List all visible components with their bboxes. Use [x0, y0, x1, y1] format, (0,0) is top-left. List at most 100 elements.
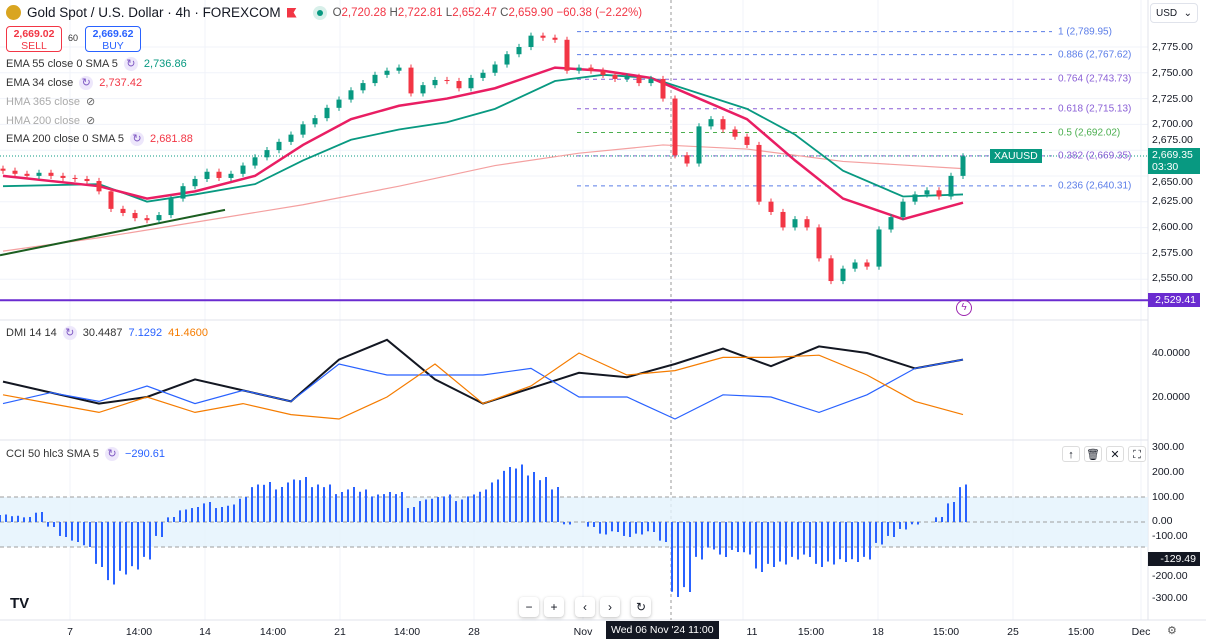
- time-axis-label: 14:00: [259, 626, 287, 638]
- candle: [948, 175, 954, 197]
- sync-icon[interactable]: ↻: [123, 57, 138, 71]
- fib-level-label: 0.886 (2,767.62): [1058, 49, 1132, 61]
- candle: [552, 37, 558, 40]
- symbol-title[interactable]: Gold Spot / U.S. Dollar · 4h · FOREXCOM: [27, 5, 281, 20]
- candle: [564, 39, 570, 71]
- candle: [192, 178, 198, 187]
- candle: [888, 217, 894, 230]
- legend-dmi[interactable]: DMI 14 14 ↻ 30.4487 7.1292 41.4600: [6, 326, 208, 340]
- market-status-icon: [312, 5, 327, 20]
- currency-select[interactable]: USD ⌄: [1150, 3, 1198, 23]
- candle: [660, 78, 666, 99]
- price-axis-label: 2,575.00: [1152, 246, 1193, 259]
- candle: [132, 212, 138, 219]
- candle: [420, 85, 426, 94]
- flag-icon[interactable]: [286, 7, 297, 18]
- time-axis-label: 28: [468, 626, 480, 638]
- sync-icon[interactable]: ↻: [130, 132, 145, 146]
- alert-icon[interactable]: ϟ: [956, 300, 972, 316]
- candle: [72, 177, 78, 179]
- gold-logo-icon: [6, 5, 21, 20]
- candle: [912, 194, 918, 202]
- cci-axis-label: 300.00: [1152, 441, 1185, 453]
- sell-button[interactable]: 2,669.02 SELL: [6, 26, 62, 52]
- maximize-icon[interactable]: ⛶: [1128, 446, 1146, 462]
- legend-ema55[interactable]: EMA 55 close 0 SMA 5 ↻ 2,736.86: [6, 57, 187, 71]
- horizontal-line-tag: 2,529.41: [1148, 293, 1200, 307]
- candle: [960, 156, 966, 176]
- price-axis-label: 2,725.00: [1152, 92, 1193, 105]
- sync-icon[interactable]: ↻: [104, 447, 119, 461]
- cci-axis-label: -200.00: [1152, 570, 1188, 582]
- hidden-eye-icon[interactable]: ⊘: [85, 115, 96, 127]
- price-axis-label: 2,650.00: [1152, 176, 1193, 188]
- candle: [744, 136, 750, 145]
- cci-axis-label: 200.00: [1152, 466, 1185, 478]
- candle: [144, 218, 150, 221]
- time-axis-label: 11: [746, 626, 758, 638]
- candle: [84, 178, 90, 182]
- candle: [612, 74, 618, 79]
- delete-icon[interactable]: 🗑: [1084, 446, 1102, 462]
- time-axis-label: 15:00: [1067, 626, 1095, 638]
- candle: [12, 170, 18, 174]
- cci-axis-label: -300.00: [1152, 592, 1188, 604]
- candle: [168, 198, 174, 216]
- settings-icon[interactable]: ⚙: [1167, 625, 1177, 637]
- candle: [540, 35, 546, 38]
- candle: [648, 78, 654, 84]
- candle: [528, 35, 534, 47]
- legend-ema200[interactable]: EMA 200 close 0 SMA 5 ↻ 2,681.88: [6, 132, 193, 146]
- ema200-line: [2, 144, 964, 252]
- scroll-left-button[interactable]: ‹: [575, 597, 595, 617]
- cci-current-tag: -129.49: [1148, 552, 1200, 566]
- time-axis-label: 15:00: [932, 626, 960, 638]
- move-up-icon[interactable]: ↑: [1062, 446, 1080, 462]
- zoom-in-button[interactable]: +: [544, 597, 564, 617]
- price-axis-label: 2,600.00: [1152, 221, 1193, 233]
- legend-ema34[interactable]: EMA 34 close ↻ 2,737.42: [6, 76, 143, 90]
- zoom-out-button[interactable]: −: [519, 597, 539, 617]
- reset-chart-button[interactable]: ↻: [631, 597, 651, 617]
- fib-level-label: 0.618 (2,715.13): [1058, 103, 1132, 115]
- buy-button[interactable]: 2,669.62 BUY: [85, 26, 141, 52]
- legend-hma365[interactable]: HMA 365 close ⊘: [6, 95, 96, 109]
- candle: [228, 173, 234, 178]
- candle: [732, 129, 738, 137]
- candle: [324, 107, 330, 119]
- candle: [804, 219, 810, 228]
- candle: [156, 215, 162, 221]
- ema55-line: [2, 73, 964, 203]
- candle: [708, 119, 714, 127]
- candle: [60, 175, 66, 178]
- hidden-eye-icon[interactable]: ⊘: [85, 96, 96, 108]
- candle: [852, 262, 858, 269]
- legend-hma200[interactable]: HMA 200 close ⊘: [6, 114, 96, 128]
- candle: [408, 67, 414, 94]
- candle: [216, 171, 222, 178]
- fib-level-label: 0.236 (2,640.31): [1058, 180, 1132, 192]
- candle: [24, 173, 30, 176]
- candle: [396, 67, 402, 71]
- legend-cci[interactable]: CCI 50 hlc3 SMA 5 ↻ −290.61: [6, 447, 166, 461]
- price-axis-label: 2,675.00: [1152, 134, 1193, 146]
- candle: [384, 70, 390, 75]
- time-axis-label: 14:00: [393, 626, 421, 638]
- dmi-axis-label: 20.0000: [1152, 391, 1190, 403]
- sync-icon[interactable]: ↻: [62, 326, 77, 340]
- candle: [252, 157, 258, 166]
- candle: [96, 181, 102, 192]
- ema34-line: [2, 66, 964, 221]
- tradingview-logo[interactable]: TV: [10, 595, 30, 612]
- sync-icon[interactable]: ↻: [79, 76, 94, 90]
- collapse-icon[interactable]: ✕: [1106, 446, 1124, 462]
- time-axis-label: Dec: [1131, 626, 1151, 638]
- scroll-right-button[interactable]: ›: [600, 597, 620, 617]
- candle: [336, 99, 342, 108]
- candle: [120, 208, 126, 213]
- candle: [0, 168, 6, 171]
- candle: [828, 258, 834, 282]
- candle: [672, 98, 678, 156]
- candle: [768, 201, 774, 212]
